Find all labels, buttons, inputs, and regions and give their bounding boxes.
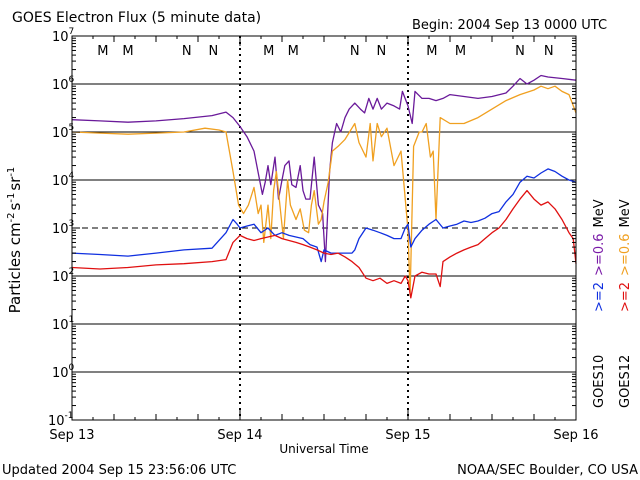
satellite-label: GOES10 xyxy=(592,355,607,408)
y-tick-exponent: -1 xyxy=(65,411,74,421)
legend-column: >=2 >=0.6 MeV xyxy=(592,199,607,312)
series-line xyxy=(71,168,577,263)
event-marker: N xyxy=(544,44,554,59)
y-axis-label-exp2: -1 xyxy=(6,193,17,203)
x-axis-label: Universal Time xyxy=(279,442,368,456)
y-tick-base: 10 xyxy=(52,78,69,93)
y-tick-base: 10 xyxy=(52,366,69,381)
grid-lines xyxy=(72,83,576,373)
y-tick-exponent: 5 xyxy=(69,123,75,133)
x-tick-label: Sep 16 xyxy=(553,428,598,443)
event-marker: M xyxy=(97,44,108,59)
y-tick-label: 102 xyxy=(52,267,74,285)
begin-label: Begin: 2004 Sep 13 0000 UTC xyxy=(412,18,607,33)
footer-updated: Updated 2004 Sep 15 23:56:06 UTC xyxy=(2,463,236,478)
x-tick-label: Sep 15 xyxy=(385,428,430,443)
y-tick-exponent: 0 xyxy=(69,363,75,373)
y-tick-label: 105 xyxy=(52,123,74,141)
y-tick-exponent: 4 xyxy=(69,171,75,181)
series-line xyxy=(71,74,577,263)
event-marker: N xyxy=(182,44,192,59)
y-tick-label: 107 xyxy=(52,27,74,45)
y-tick-label: 104 xyxy=(52,171,75,189)
event-marker: M xyxy=(426,44,437,59)
event-marker: M xyxy=(122,44,133,59)
y-tick-label: 101 xyxy=(52,315,74,333)
event-marker: N xyxy=(209,44,219,59)
legend-entry: MeV xyxy=(592,199,607,227)
chart-title: GOES Electron Flux (5 minute data) xyxy=(12,10,261,26)
y-tick-exponent: 1 xyxy=(69,315,75,325)
event-marker: M xyxy=(455,44,466,59)
y-axis-label-exp1: -2 xyxy=(6,212,17,222)
event-marker: N xyxy=(350,44,360,59)
legend-entry: >=2 xyxy=(618,282,633,312)
y-tick-exponent: 3 xyxy=(69,219,75,229)
y-axis-label-exp3: -1 xyxy=(6,167,17,177)
event-marker: M xyxy=(288,44,299,59)
x-axis-ticks: Sep 13 Sep 14 Sep 15 Sep 16 xyxy=(49,36,599,443)
legend-column: >=2 >=0.6 MeV xyxy=(618,199,633,312)
y-tick-base: 10 xyxy=(52,126,69,141)
y-tick-base: 10 xyxy=(52,318,69,333)
series-line xyxy=(71,85,577,296)
y-tick-exponent: 6 xyxy=(69,75,75,85)
satellite-label: GOES12 xyxy=(618,355,633,408)
y-tick-label: 10-1 xyxy=(48,411,74,429)
y-axis-label-sr: sr xyxy=(6,176,24,191)
y-axis-label: Particles cm-2s-1sr-1 xyxy=(6,167,24,314)
y-tick-base: 10 xyxy=(52,30,69,45)
y-axis-label-s: s xyxy=(6,202,24,210)
legend-entry: >=0.6 xyxy=(592,233,607,275)
legend-entry: MeV xyxy=(618,199,633,227)
y-tick-exponent: 7 xyxy=(69,27,75,37)
y-tick-base: 10 xyxy=(52,222,69,237)
footer-source: NOAA/SEC Boulder, CO USA xyxy=(457,463,638,478)
y-tick-label: 106 xyxy=(52,75,75,93)
y-tick-base: 10 xyxy=(48,414,65,429)
series-line xyxy=(71,189,577,299)
x-tick-label: Sep 14 xyxy=(217,428,262,443)
event-marker: N xyxy=(377,44,387,59)
y-tick-label: 100 xyxy=(52,363,75,381)
data-series xyxy=(71,74,577,299)
event-marker: M xyxy=(263,44,274,59)
y-axis-label-text: Particles cm xyxy=(6,222,24,313)
y-tick-base: 10 xyxy=(52,270,69,285)
y-tick-exponent: 2 xyxy=(69,267,75,277)
legend-entry: >=2 xyxy=(592,282,607,312)
x-tick-label: Sep 13 xyxy=(49,428,94,443)
y-tick-label: 103 xyxy=(52,219,74,237)
event-marker: N xyxy=(515,44,525,59)
legend-right: >=2 >=0.6 MeV >=2 >=0.6 MeV GOES10 GOES12 xyxy=(592,199,633,408)
legend-entry: >=0.6 xyxy=(618,233,633,275)
y-tick-base: 10 xyxy=(52,174,69,189)
